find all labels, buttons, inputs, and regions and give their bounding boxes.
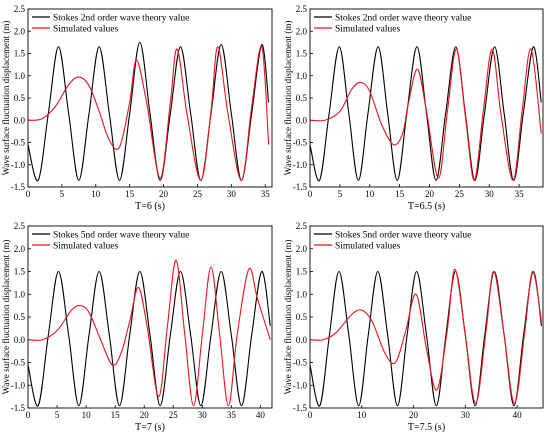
x-tick-label: 35 xyxy=(515,189,525,199)
y-tick-label: 0.0 xyxy=(14,335,26,345)
x-tick-label: 5 xyxy=(60,189,65,199)
y-tick-label: 2.0 xyxy=(296,244,308,254)
y-tick-label: 1.0 xyxy=(296,289,308,299)
y-axis-label: Wave surface fluctuation displacement (m… xyxy=(283,21,293,176)
legend-label-1: Stokes 5nd order wave theory value xyxy=(335,231,471,241)
x-tick-label: 20 xyxy=(140,410,150,420)
series-line-2 xyxy=(28,259,271,407)
plot-frame xyxy=(309,225,544,409)
x-tick-label: 20 xyxy=(409,410,419,420)
x-tick-label: 35 xyxy=(261,189,271,199)
x-tick-label: 25 xyxy=(455,189,465,199)
x-axis-label: T=7.5 (s) xyxy=(408,422,445,432)
x-tick-label: 30 xyxy=(227,189,237,199)
y-tick-label: -1.0 xyxy=(11,160,26,170)
x-tick-label: 10 xyxy=(357,410,367,420)
legend-label-1: Stokes 2nd order wave theory value xyxy=(53,14,189,24)
series-line-2 xyxy=(310,48,542,181)
series-line-1 xyxy=(28,270,271,407)
y-tick-label: 2.5 xyxy=(14,221,26,231)
x-tick-label: 20 xyxy=(425,189,435,199)
x-tick-label: 0 xyxy=(308,410,313,420)
y-tick-label: 0.5 xyxy=(14,93,26,103)
y-tick-label: 1.0 xyxy=(14,71,26,81)
y-tick-label: -1.0 xyxy=(11,380,26,390)
y-tick-label: 1.5 xyxy=(14,267,26,277)
legend-label-2: Simulated values xyxy=(53,25,118,35)
y-tick-label: 2.5 xyxy=(296,221,308,231)
y-tick-label: -1.5 xyxy=(293,403,308,413)
x-tick-label: 0 xyxy=(26,410,31,420)
y-tick-label: 0.0 xyxy=(14,115,26,125)
legend-label-1: Stokes 5nd order wave theory value xyxy=(53,231,189,241)
y-tick-label: 0.5 xyxy=(14,312,26,322)
legend-label-2: Simulated values xyxy=(53,242,118,252)
y-tick-label: -1.5 xyxy=(11,182,26,192)
chart-panel-1: -1.5 -1.0 -0.5 0.0 0.5 1.0 1.5 2.0 2.5 0 5 10 15 20 25… xyxy=(1,4,273,212)
chart-panel-3: -1.5 -1.0 -0.5 0.0 0.5 1.0 1.5 2.0 2.5 0 5 10 15 20 25… xyxy=(1,221,273,432)
y-tick-label: -1.0 xyxy=(293,380,308,390)
chart-panel-2: -1.5 -1.0 -0.5 0.0 0.5 1.0 1.5 2.0 2.5 0 5 10 15 20 25… xyxy=(283,4,544,212)
legend-label-2: Simulated values xyxy=(335,242,400,252)
plot-frame xyxy=(27,8,273,188)
x-tick-label: 15 xyxy=(395,189,405,199)
y-tick-label: 0.5 xyxy=(296,312,308,322)
x-tick-label: 10 xyxy=(365,189,375,199)
x-tick-label: 35 xyxy=(227,410,237,420)
y-tick-label: 1.0 xyxy=(14,289,26,299)
y-tick-label: -0.5 xyxy=(11,358,26,368)
y-axis-label: Wave surface fluctuation displacement (m… xyxy=(1,240,11,395)
y-axis-label: Wave surface fluctuation displacement (m… xyxy=(1,21,11,176)
series-line-1 xyxy=(28,41,270,182)
x-tick-label: 15 xyxy=(125,189,135,199)
y-tick-label: 0.0 xyxy=(296,115,308,125)
x-tick-label: 5 xyxy=(55,410,60,420)
legend-label-2: Simulated values xyxy=(335,25,400,35)
x-tick-label: 30 xyxy=(198,410,208,420)
y-tick-label: 1.5 xyxy=(296,49,308,59)
y-tick-label: 2.0 xyxy=(14,244,26,254)
series-line-2 xyxy=(28,45,270,181)
plot-frame xyxy=(309,8,544,188)
y-tick-label: 1.5 xyxy=(14,49,26,59)
y-axis-label: Wave surface fluctuation displacement (m… xyxy=(283,240,293,395)
x-tick-label: 15 xyxy=(111,410,121,420)
y-tick-label: 0.0 xyxy=(296,335,308,345)
y-tick-label: 1.0 xyxy=(296,71,308,81)
y-tick-label: -0.5 xyxy=(293,358,308,368)
x-tick-label: 40 xyxy=(256,410,266,420)
x-tick-label: 25 xyxy=(193,189,203,199)
x-axis-label: T=6 (s) xyxy=(135,201,165,212)
x-axis-label: T=6.5 (s) xyxy=(408,201,445,212)
x-tick-label: 20 xyxy=(159,189,169,199)
y-tick-label: -1.0 xyxy=(293,160,308,170)
x-tick-label: 10 xyxy=(82,410,92,420)
x-tick-label: 0 xyxy=(26,189,31,199)
y-tick-label: -1.5 xyxy=(11,403,26,413)
x-tick-label: 30 xyxy=(461,410,471,420)
y-tick-label: 2.0 xyxy=(14,26,26,36)
y-tick-label: 2.5 xyxy=(14,4,26,14)
series-line-1 xyxy=(310,270,542,407)
plot-frame xyxy=(27,225,273,409)
y-tick-label: 2.0 xyxy=(296,26,308,36)
y-tick-label: -0.5 xyxy=(293,138,308,148)
y-tick-label: -1.5 xyxy=(293,182,308,192)
x-tick-label: 5 xyxy=(338,189,343,199)
legend-label-1: Stokes 2nd order wave theory value xyxy=(335,14,471,24)
x-tick-label: 10 xyxy=(91,189,101,199)
y-tick-label: 0.5 xyxy=(296,93,308,103)
x-axis-label: T=7 (s) xyxy=(135,422,165,432)
series-line-2 xyxy=(310,268,542,405)
y-tick-label: 2.5 xyxy=(296,4,308,14)
y-tick-label: -0.5 xyxy=(11,138,26,148)
x-tick-label: 30 xyxy=(485,189,495,199)
x-tick-label: 0 xyxy=(308,189,313,199)
y-tick-label: 1.5 xyxy=(296,267,308,277)
x-tick-label: 40 xyxy=(513,410,523,420)
chart-panel-4: -1.5 -1.0 -0.5 0.0 0.5 1.0 1.5 2.0 2.5 0 10 20 30 40 S… xyxy=(283,221,544,432)
x-tick-label: 25 xyxy=(169,410,179,420)
series-line-1 xyxy=(310,46,542,182)
